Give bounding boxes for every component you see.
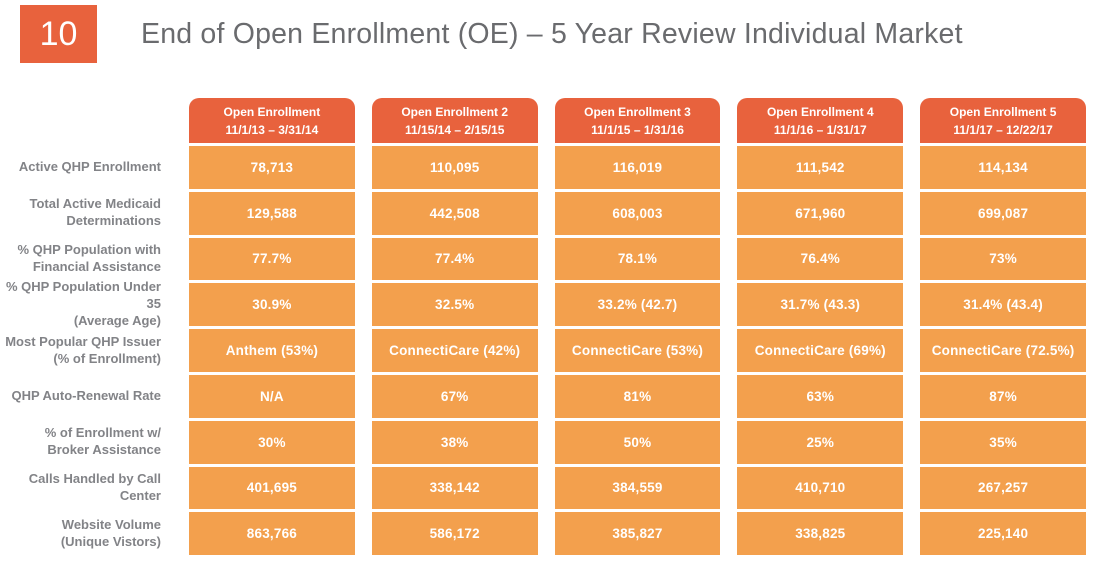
table-cell: 410,710	[737, 466, 904, 510]
column-dates: 11/1/15 – 1/31/16	[591, 122, 684, 137]
slide: 10 End of Open Enrollment (OE) – 5 Year …	[0, 0, 1100, 556]
table-cell: 31.7% (43.3)	[737, 283, 904, 327]
slide-number-badge: 10	[20, 5, 97, 63]
table-cell: 129,588	[189, 191, 355, 235]
column-title: Open Enrollment 2	[401, 104, 509, 119]
table-cell: 338,825	[737, 512, 904, 556]
column-title: Open Enrollment	[223, 104, 321, 119]
table-cell: 586,172	[371, 512, 538, 556]
table-cell: ConnectiCare (69%)	[737, 329, 904, 372]
table-cell: 78,713	[189, 146, 355, 189]
column-dates: 11/15/14 – 2/15/15	[404, 122, 505, 137]
table-cell: 267,257	[920, 466, 1086, 510]
table-cell: 25%	[737, 420, 904, 464]
row-label-under-35: % QHP Population Under 35 (Average Age)	[5, 279, 161, 329]
table-cell: 38%	[371, 420, 538, 464]
row-label-call-center: Calls Handled by Call Center	[28, 471, 161, 503]
table-cell: ConnectiCare (53%)	[554, 329, 721, 372]
table-cell: 67%	[371, 374, 538, 418]
table-cell: 110,095	[371, 146, 538, 189]
table-cell: 63%	[737, 374, 904, 418]
table-cell: 608,003	[554, 191, 721, 235]
table-cell: Anthem (53%)	[189, 329, 355, 372]
table-cell: 671,960	[737, 191, 904, 235]
table-cell: 116,019	[554, 146, 721, 189]
table-cell: 30%	[189, 420, 355, 464]
table-cell: ConnectiCare (42%)	[371, 329, 538, 372]
table-cell: 87%	[920, 374, 1086, 418]
table-cell: 338,142	[371, 466, 538, 510]
table-cell: 81%	[554, 374, 721, 418]
page-title: End of Open Enrollment (OE) – 5 Year Rev…	[141, 17, 963, 50]
row-label-broker-assistance: % of Enrollment w/ Broker Assistance	[44, 425, 161, 458]
row-label-website-volume: Website Volume (Unique Vistors)	[60, 516, 161, 549]
column-header-oe4: Open Enrollment 4 11/1/16 – 1/31/17	[737, 98, 904, 143]
table-cell: ConnectiCare (72.5%)	[920, 329, 1086, 372]
table-cell: 78.1%	[554, 237, 721, 281]
table-cell: 401,695	[189, 466, 355, 510]
table-cell: 35%	[920, 420, 1086, 464]
column-dates: 11/1/16 – 1/31/17	[773, 122, 867, 137]
table-cell: N/A	[189, 374, 355, 418]
column-header-oe1: Open Enrollment 11/1/13 – 3/31/14	[189, 98, 355, 143]
column-header-oe5: Open Enrollment 5 11/1/17 – 12/22/17	[920, 98, 1086, 143]
enrollment-table: Open Enrollment 11/1/13 – 3/31/14 Open E…	[0, 98, 1086, 556]
table-cell: 77.7%	[189, 237, 355, 281]
column-dates: 11/1/13 – 3/31/14	[225, 122, 319, 137]
row-label-medicaid-determinations: Total Active Medicaid Determinations	[29, 196, 161, 229]
row-label-active-qhp-enrollment: Active QHP Enrollment	[18, 158, 161, 174]
table-cell: 114,134	[920, 146, 1086, 189]
slide-header: 10 End of Open Enrollment (OE) – 5 Year …	[0, 0, 1100, 65]
table-cell: 111,542	[737, 146, 904, 189]
table-cell: 863,766	[189, 512, 355, 556]
table-cell: 32.5%	[371, 283, 538, 327]
column-title: Open Enrollment 3	[584, 104, 691, 119]
table-cell: 33.2% (42.7)	[554, 283, 721, 327]
table-cell: 225,140	[920, 512, 1086, 556]
table-corner-spacer	[0, 98, 172, 143]
column-header-oe2: Open Enrollment 2 11/15/14 – 2/15/15	[371, 98, 538, 143]
row-label-auto-renewal: QHP Auto-Renewal Rate	[11, 387, 161, 403]
table-cell: 76.4%	[737, 237, 904, 281]
column-title: Open Enrollment 5	[949, 104, 1057, 119]
table-cell: 699,087	[920, 191, 1086, 235]
row-label-popular-issuer: Most Popular QHP Issuer (% of Enrollment…	[5, 333, 161, 366]
table-cell: 77.4%	[371, 237, 538, 281]
row-label-financial-assistance: % QHP Population with Financial Assistan…	[17, 242, 161, 274]
column-header-oe3: Open Enrollment 3 11/1/15 – 1/31/16	[554, 98, 721, 143]
table-cell: 50%	[554, 420, 721, 464]
column-title: Open Enrollment 4	[766, 104, 874, 119]
table-cell: 73%	[920, 237, 1086, 281]
table-cell: 30.9%	[189, 283, 355, 327]
table-cell: 442,508	[371, 191, 538, 235]
column-dates: 11/1/17 – 12/22/17	[953, 122, 1053, 137]
table-cell: 31.4% (43.4)	[920, 283, 1086, 327]
table-cell: 385,827	[554, 512, 721, 556]
table-cell: 384,559	[554, 466, 721, 510]
